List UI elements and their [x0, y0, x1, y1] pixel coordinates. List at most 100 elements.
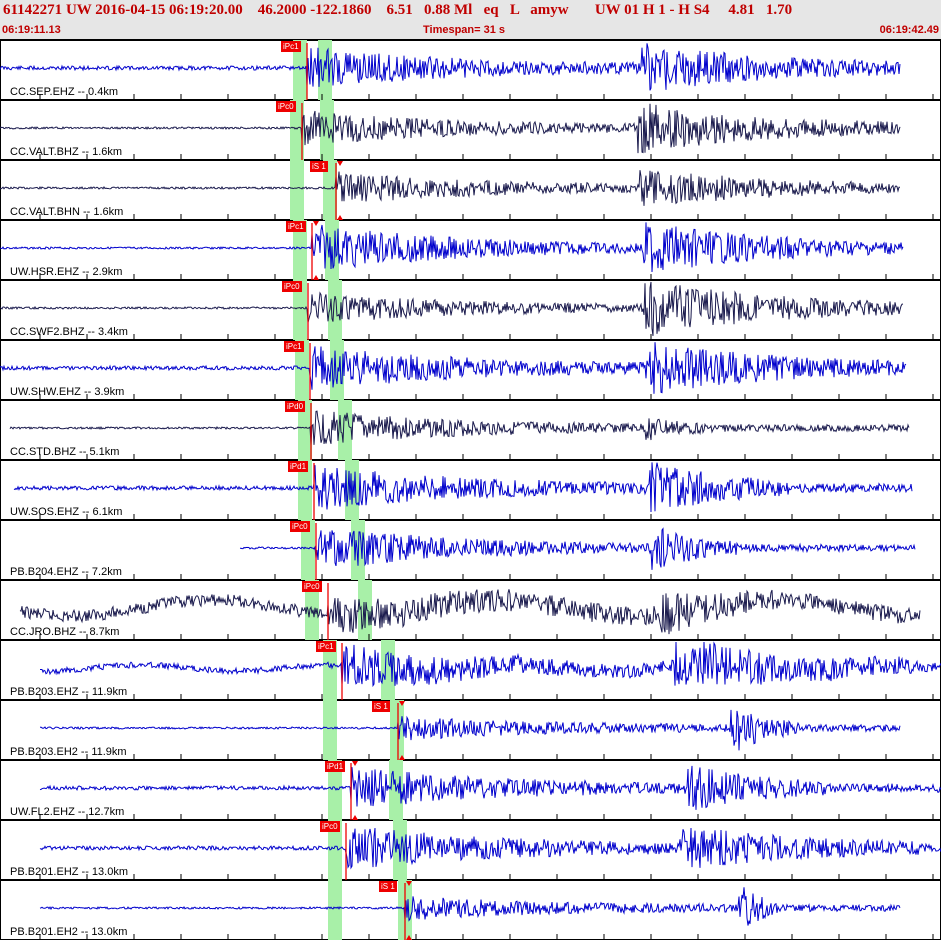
phase-pick-label[interactable]: iPc1: [284, 341, 304, 352]
trace-panel[interactable]: [0, 100, 941, 160]
event-author: amyw: [530, 2, 569, 18]
station-channel-label: UW.SHW.EHZ -- 3.9km: [10, 386, 125, 398]
trace-panel[interactable]: [0, 280, 941, 340]
phase-window-band: [328, 280, 342, 340]
seismogram-trace: [39, 887, 901, 926]
phase-pick-label[interactable]: iPd1: [325, 761, 346, 772]
phase-pick-label[interactable]: iPc0: [276, 101, 296, 112]
phase-window-band: [328, 820, 342, 880]
station-channel-label: UW.HSR.EHZ -- 2.9km: [10, 266, 123, 278]
pick-marker-top-icon: [399, 701, 405, 706]
event-lat: 46.2000: [257, 2, 307, 18]
phase-window-band: [323, 700, 337, 760]
trace-panel[interactable]: [0, 460, 941, 520]
trace-panel-border: [0, 700, 941, 760]
seismogram-trace: [39, 709, 901, 751]
event-summary-line: 61142271 UW 2016-04-15 06:19:20.00 46.20…: [3, 2, 939, 22]
event-gtype: L: [509, 2, 519, 18]
seismogram-trace: [9, 410, 910, 446]
waveform-panels[interactable]: iPc1 CC.SEP.EHZ -- 0.4km iPc0 CC.VALT.BHZ -…: [0, 40, 941, 940]
seismogram-trace: [0, 103, 901, 154]
seismogram-trace: [0, 342, 907, 394]
phase-window-band: [295, 340, 309, 400]
phase-window-band: [323, 640, 337, 700]
pick-marker-top-icon: [406, 881, 412, 886]
phase-window-band: [390, 700, 404, 760]
phase-window-band: [298, 460, 312, 520]
phase-pick-label[interactable]: iPd1: [288, 461, 309, 472]
phase-window-band: [290, 100, 304, 160]
station-channel-label: PB.B204.EHZ -- 7.2km: [10, 566, 122, 578]
phase-pick-label[interactable]: iPc1: [286, 221, 306, 232]
event-value-1: 4.81: [728, 2, 755, 18]
phase-window-band: [338, 400, 352, 460]
timespan: Timespan= 31 s: [423, 24, 506, 36]
seismogram-trace: [0, 281, 904, 336]
trace-panel[interactable]: [0, 220, 941, 280]
trace-panel[interactable]: [0, 880, 941, 940]
seismogram-trace: [13, 462, 913, 513]
trace-panel[interactable]: [0, 580, 941, 640]
seismogram-trace: [40, 641, 941, 688]
station-channel-label: CC.SWF2.BHZ -- 3.4km: [10, 326, 128, 338]
seismogram-trace: [39, 765, 941, 810]
phase-window-band: [320, 100, 334, 160]
trace-panel[interactable]: [0, 340, 941, 400]
phase-pick-label[interactable]: iS 1: [310, 161, 328, 172]
station-channel-label: CC.VALT.BHN -- 1.6km: [10, 206, 124, 218]
start-time: 06:19:11.13: [2, 24, 61, 36]
pick-marker-top-icon: [337, 161, 343, 166]
trace-panel[interactable]: [0, 700, 941, 760]
phase-pick-label[interactable]: iPd0: [285, 401, 306, 412]
trace-panel[interactable]: [0, 760, 941, 820]
phase-window-band: [328, 880, 342, 940]
phase-pick-label[interactable]: iPc0: [282, 281, 302, 292]
station-channel-label: PB.B203.EH2 -- 11.9km: [10, 746, 127, 758]
phase-window-band: [293, 280, 307, 340]
pick-marker-bottom-icon: [399, 755, 405, 760]
seismogram-trace: [39, 827, 941, 870]
trace-panel-border: [0, 280, 941, 340]
phase-window-band: [298, 400, 312, 460]
trace-panel[interactable]: [0, 640, 941, 700]
phase-pick-label[interactable]: iPc0: [302, 581, 322, 592]
phase-window-band: [328, 760, 342, 820]
event-datetime: 2016-04-15 06:19:20.00: [95, 2, 243, 18]
phase-pick-label[interactable]: iS 1: [372, 701, 390, 712]
trace-panel[interactable]: [0, 820, 941, 880]
station-channel-label: CC.SEP.EHZ -- 0.4km: [10, 86, 118, 98]
phase-window-band: [358, 580, 372, 640]
phase-pick-label[interactable]: iPc1: [281, 41, 301, 52]
seismogram-trace: [0, 222, 904, 273]
trace-panel[interactable]: [0, 160, 941, 220]
phase-window-band: [323, 160, 337, 220]
event-type: eq: [483, 2, 499, 18]
phase-window-band: [301, 520, 315, 580]
station-channel-label: PB.B201.EH2 -- 13.0km: [10, 926, 128, 938]
trace-panel[interactable]: [0, 400, 941, 460]
phase-window-band: [293, 220, 307, 280]
event-magnitude: 0.88 Ml: [423, 2, 473, 18]
trace-panel[interactable]: [0, 40, 941, 100]
pick-marker-bottom-icon: [313, 275, 319, 280]
phase-pick-label[interactable]: iPc0: [320, 821, 340, 832]
pick-marker-bottom-icon: [406, 935, 412, 940]
station-channel-label: PB.B201.EHZ -- 13.0km: [10, 866, 128, 878]
pick-marker-top-icon: [313, 221, 319, 226]
station-channel-label: PB.B203.EHZ -- 11.9km: [10, 686, 128, 698]
phase-pick-label[interactable]: iS 1: [379, 881, 397, 892]
trace-panel[interactable]: [0, 520, 941, 580]
seismogram-trace: [239, 527, 916, 570]
station-channel-label: CC.VALT.BHZ -- 1.6km: [10, 146, 123, 158]
end-time: 06:19:42.49: [879, 24, 939, 36]
station-channel-label: CC.STD.BHZ -- 5.1km: [10, 446, 120, 458]
station-channel-label: CC.JRO.BHZ -- 8.7km: [10, 626, 120, 638]
pick-marker-bottom-icon: [352, 815, 358, 820]
event-info-bar: 61142271 UW 2016-04-15 06:19:20.00 46.20…: [0, 0, 941, 40]
waveform-canvas[interactable]: [0, 40, 941, 940]
phase-pick-label[interactable]: iPc1: [316, 641, 336, 652]
event-depth: 6.51: [386, 2, 413, 18]
phase-pick-label[interactable]: iPc0: [290, 521, 310, 532]
station-channel-label: UW.SOS.EHZ -- 6.1km: [10, 506, 123, 518]
seismogram-trace: [0, 170, 900, 206]
